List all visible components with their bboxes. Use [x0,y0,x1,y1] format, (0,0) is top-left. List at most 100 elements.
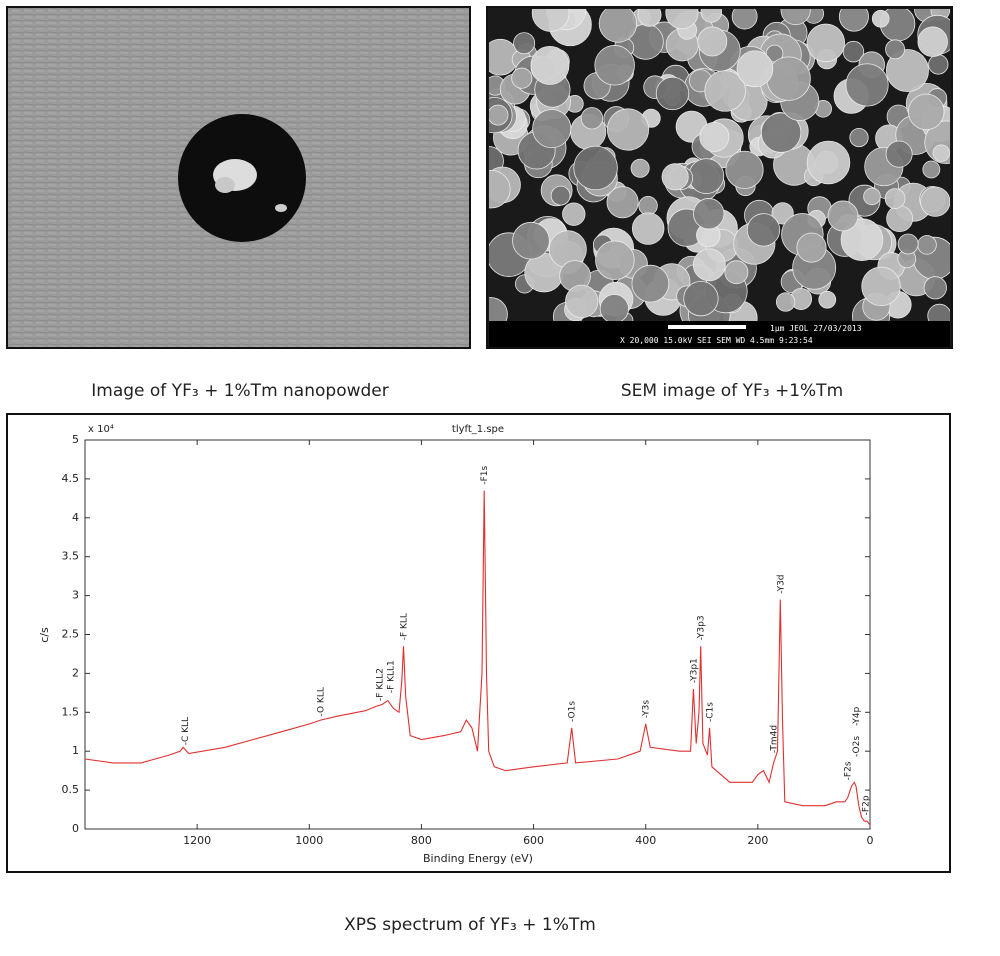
sem-grain [693,198,725,230]
sem-grain [736,50,774,88]
peak-label: -F KLL2 [375,668,385,701]
y-tick-label: 2.5 [62,628,80,641]
sem-grain [638,196,658,216]
y-axis-label: c/s [38,627,51,643]
sem-info: 1μm JEOL 27/03/2013 [770,324,862,333]
sem-grain [840,218,884,261]
peak-label: -Y3p1 [689,658,699,683]
peak-label: -O2s [852,736,862,757]
sem-grain [917,26,948,57]
y-tick-label: 1 [72,744,79,757]
sem-grain [897,233,919,255]
y-tick-label: 4.5 [62,472,80,485]
sem-grain [827,200,859,232]
sem-grain [562,202,586,226]
sem-grain [724,260,749,285]
sem-grain [884,188,906,209]
sem-grain [871,9,890,28]
sem-grain [573,145,618,191]
sem-grain [760,112,802,153]
powder-photo [6,6,471,349]
sem-grain [838,9,869,32]
x-axis-label: Binding Energy (eV) [423,852,533,865]
sem-grain [700,9,723,23]
x-tick-label: 200 [747,834,768,847]
sem-grain [606,108,650,151]
y-tick-label: 3 [72,589,79,602]
peak-label: -C1s [706,702,716,722]
sem-grain [731,9,758,30]
y-multiplier: x 10⁴ [88,424,114,435]
sem-grain [532,109,572,149]
peak-label: -Y3p3 [697,615,707,640]
sem-grain [766,56,811,101]
sem-grain [683,280,719,317]
sem-grain [771,202,794,225]
y-tick-label: 2 [72,666,79,679]
x-tick-label: 600 [523,834,544,847]
sem-grain [861,266,901,307]
sem-grain [631,212,665,245]
sem-photo: 1μm JEOL 27/03/2013 X 20,000 15.0kV SEI … [486,6,953,349]
sem-grain [489,104,509,126]
chart-frame [6,413,951,873]
peak-label: -C KLL [181,717,191,745]
sem-grain [885,49,929,93]
sem-grain [489,170,511,209]
sem-grain [595,240,635,281]
sem-grain [885,39,906,60]
peak-label: -F KLL [399,613,409,640]
sem-grain [923,276,947,300]
sem-grain [530,46,570,85]
peak-label: -Y3d [776,574,786,593]
sem-grain [550,185,571,206]
sem-grain [594,45,635,86]
sem-grain [489,297,508,321]
sem-grain [932,144,950,162]
y-tick-label: 0 [72,822,79,835]
chart-title: tlyft_1.spe [452,424,504,435]
sem-grain [806,140,851,185]
sem-grain [512,221,550,260]
sem-grain [699,121,730,152]
sem-grain [863,187,881,206]
caption: Image of YF₃ + 1%Tm nanopowder [91,381,388,401]
caption: XPS spectrum of YF₃ + 1%Tm [344,915,596,935]
sem-grain [746,213,781,247]
peak-label: -F KLL1 [387,660,397,693]
sem-grain [885,140,913,168]
sem-grain [697,26,728,57]
x-tick-label: 1200 [183,834,211,847]
peak-label: -F1s [480,466,490,485]
sem-grain [661,163,689,191]
sem-grain [565,284,599,319]
peak-label: -O1s [568,701,578,722]
peak-label: -F2s [844,761,854,780]
sem-grain [917,235,937,255]
sem-grain [908,93,945,131]
sem-grain [606,186,639,219]
caption: SEM image of YF₃ +1%Tm [621,381,843,401]
sem-grain [922,160,941,179]
y-tick-label: 5 [72,433,79,446]
sem-grain [688,158,725,194]
sem-grain [637,9,662,27]
sem-grain [655,76,690,111]
sem-grain [513,32,536,55]
sem-grain [886,205,914,233]
sem-grain [806,23,846,63]
sem-grain [599,294,629,321]
y-tick-label: 1.5 [62,705,80,718]
sem-grain [692,248,726,282]
sem-grain [928,54,949,75]
peak-label: -Tm4d [770,725,780,753]
peak-label: -F2p [862,795,872,815]
sem-grain [665,9,699,30]
y-tick-label: 0.5 [62,783,80,796]
sem-grain [531,9,570,32]
sem-texture [489,9,950,321]
sem-grain [849,127,869,148]
x-tick-label: 0 [867,834,874,847]
